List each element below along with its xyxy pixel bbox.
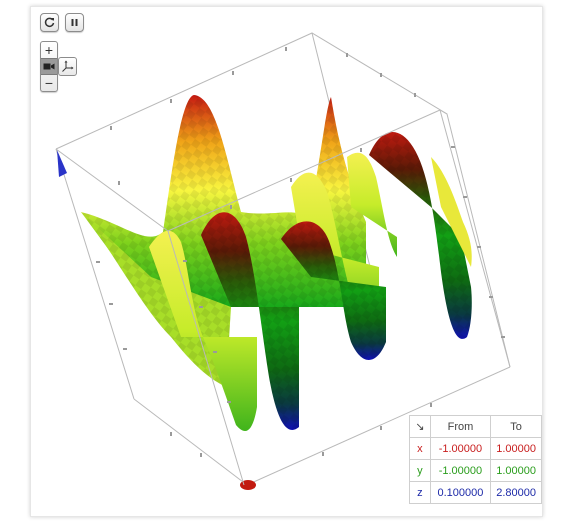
x-name: x	[409, 437, 431, 460]
pause-icon	[71, 19, 78, 26]
bounding-box	[55, 32, 511, 486]
camera-mode-button[interactable]	[41, 58, 57, 75]
z-name: z	[409, 481, 431, 504]
table-row: z 0.100000 2.80000	[409, 481, 542, 504]
x-to[interactable]: 1.00000	[490, 437, 542, 460]
corner-marker-red	[240, 480, 256, 490]
zoom-out-button[interactable]: −	[44, 75, 54, 91]
range-table-header: ↘ From To	[409, 415, 542, 438]
camera-icon	[43, 63, 55, 70]
y-to[interactable]: 1.00000	[490, 459, 542, 482]
pause-button[interactable]	[65, 13, 84, 32]
z-from[interactable]: 0.100000	[429, 481, 492, 504]
reset-view-button[interactable]	[40, 13, 59, 32]
table-row: x -1.00000 1.00000	[409, 437, 542, 460]
range-table: ↘ From To x -1.00000 1.00000 y -1.00000 …	[409, 415, 542, 504]
surface-right-edge	[431, 157, 472, 267]
arrow-icon[interactable]: ↘	[409, 415, 431, 438]
axes-icon	[62, 60, 74, 72]
surface-crest-right	[347, 152, 397, 257]
z-to[interactable]: 2.80000	[490, 481, 542, 504]
x-from[interactable]: -1.00000	[429, 437, 492, 460]
axis-ticks	[96, 47, 505, 457]
y-name: y	[409, 459, 431, 482]
zoom-in-button[interactable]: +	[44, 42, 54, 58]
plot-panel: + − ↘ From To x -1.00000 1.00000	[30, 6, 543, 517]
axes-mode-button[interactable]	[58, 57, 77, 76]
rotate-icon	[44, 17, 55, 28]
to-header: To	[490, 415, 542, 438]
surface-wave-1	[149, 230, 257, 431]
corner-marker-blue	[57, 150, 67, 177]
y-from[interactable]: -1.00000	[429, 459, 492, 482]
table-row: y -1.00000 1.00000	[409, 459, 542, 482]
zoom-controls: + −	[40, 41, 58, 92]
surface-plot[interactable]	[31, 7, 542, 516]
from-header: From	[429, 415, 492, 438]
